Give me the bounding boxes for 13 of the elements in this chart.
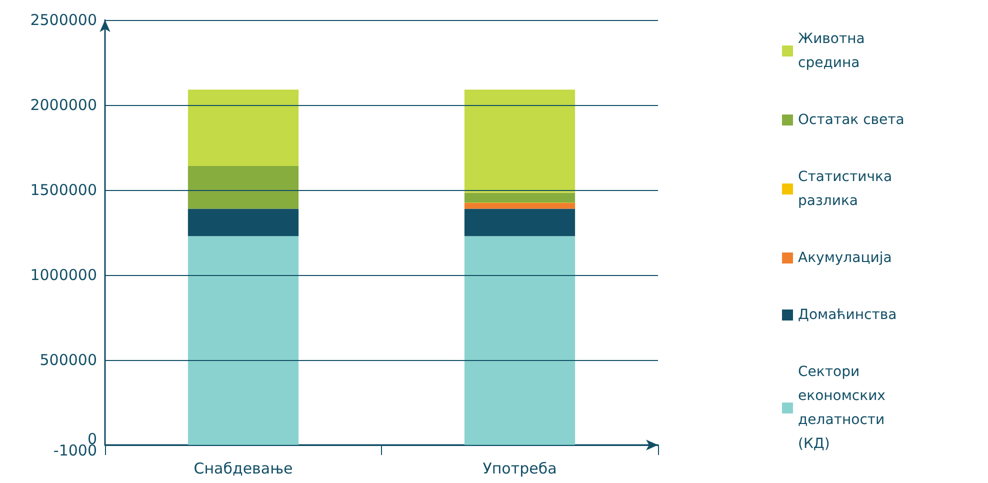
y-tick-label: 2000000 bbox=[30, 96, 97, 114]
y-tick-label: 1500000 bbox=[30, 180, 97, 199]
legend-label: Домаћинства bbox=[798, 307, 897, 323]
legend-label: Акумулација bbox=[798, 250, 892, 266]
x-tick-label: Употреба bbox=[482, 460, 557, 478]
y-tick-label: 1000000 bbox=[30, 266, 97, 284]
legend-label: Животна средина bbox=[798, 31, 870, 71]
x-tick-label: Снабдевање bbox=[194, 460, 293, 478]
legend-label: Остатак света bbox=[798, 112, 904, 128]
legend-label: Статистичка разлика bbox=[798, 169, 896, 209]
legend-label: Сектори економских делатности (КД) bbox=[798, 364, 890, 452]
y-tick-label: 2500000 bbox=[30, 11, 97, 29]
y-tick-label: 500000 bbox=[40, 350, 97, 369]
